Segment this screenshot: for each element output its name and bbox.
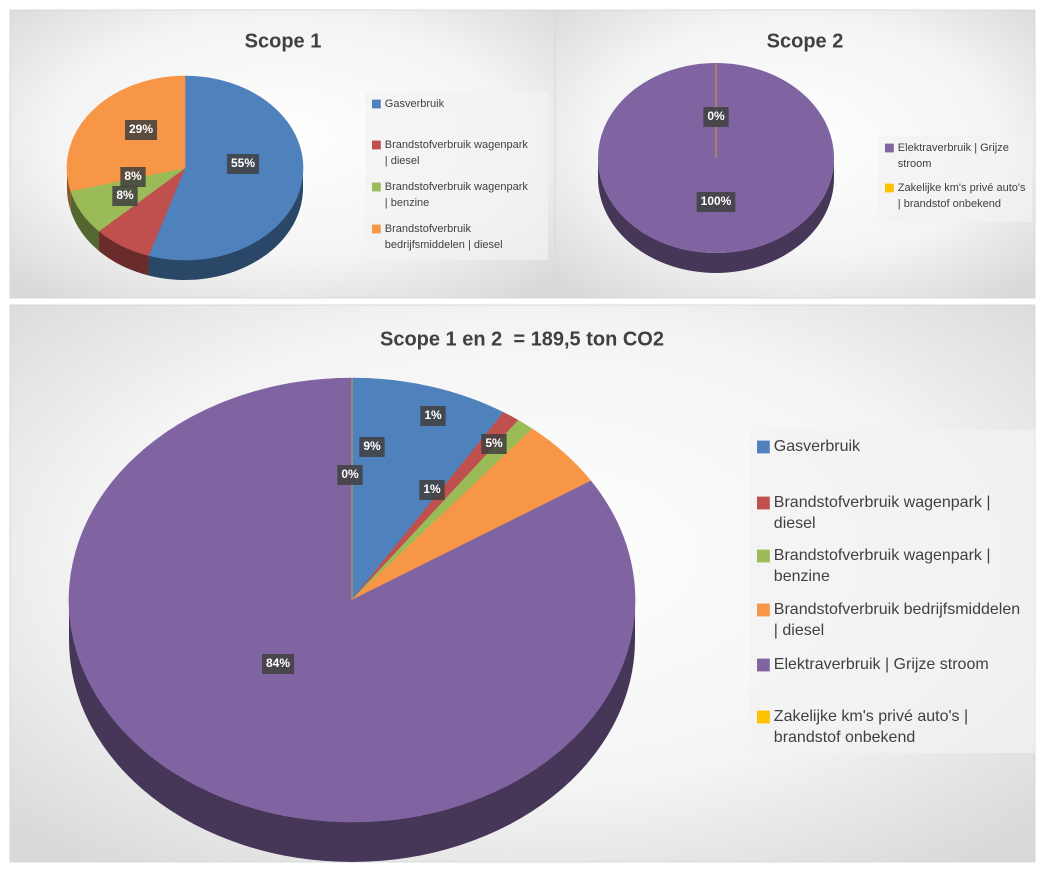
data-label-text: 8% [116,188,134,202]
slice-side [70,190,99,251]
data-label-box [419,480,445,500]
data-label-box [359,437,385,457]
legend-swatch [757,549,770,563]
data-label-text: 0% [341,467,359,481]
data-label: 0% [337,465,363,485]
legend-box [750,430,1035,753]
data-label-text: 0% [707,109,725,123]
legend-label: Elektraverbruik | Grijze stroom [774,656,989,673]
legend-swatch [757,440,770,454]
chart-title: Scope 2 [767,30,844,52]
slice-side [98,230,149,276]
legend-swatch [885,143,894,153]
chart-title: Scope 1 [245,30,322,52]
data-label-text: 5% [485,436,503,450]
data-label-box [120,167,146,187]
legend-swatch [885,183,894,193]
data-label: 100% [696,192,736,212]
data-label-box [696,192,736,212]
data-label: 55% [226,154,260,174]
legend-label: Zakelijke km's privé auto's | brandstof … [898,182,1029,210]
slice-side [69,600,635,862]
legend-swatch [757,603,770,617]
legend-box [365,92,548,260]
data-label-box [481,434,507,454]
data-label: 8% [112,186,138,206]
data-label: 0% [703,107,729,127]
legend-box [878,136,1032,222]
data-label: 5% [481,434,507,454]
data-label-box [226,154,260,174]
data-label: 84% [261,654,295,674]
data-label: 29% [124,120,158,140]
legend-label: Gasverbruik [385,98,445,110]
data-label: 1% [419,480,445,500]
data-label-box [124,120,158,140]
legend-swatch [372,99,381,109]
data-label-text: 8% [124,169,142,183]
chart-title: Scope 1 en 2 = 189,5 ton CO2 [380,328,664,350]
data-label-text: 100% [701,194,732,208]
data-label-text: 1% [424,408,442,422]
data-label-box [112,186,138,206]
legend-swatch [372,140,381,150]
slice-side [67,168,71,211]
legend-label: Gasverbruik [774,438,861,455]
data-label-text: 55% [231,156,255,170]
data-label-text: 29% [129,122,153,136]
data-label-box [703,107,729,127]
data-label-text: 9% [363,439,381,453]
legend-swatch [757,658,770,672]
data-label-text: 1% [423,482,441,496]
legend-label: Brandstofverbruik wagenpark | benzine [774,547,995,585]
data-label: 9% [359,437,385,457]
data-label: 8% [120,167,146,187]
legend-swatch [757,710,770,724]
data-label: 1% [420,406,446,426]
data-label-box [337,465,363,485]
data-label-box [420,406,446,426]
legend-swatch [372,224,381,234]
legend-label: Brandstofverbruik wagenpark | benzine [385,181,531,209]
legend-swatch [757,496,770,510]
data-label-box [261,654,295,674]
slice-side [148,168,303,280]
data-label-text: 84% [266,656,290,670]
slice-side [598,158,834,273]
legend-label: Brandstofverbruik wagenpark | diesel [774,494,995,532]
legend-label: Zakelijke km's privé auto's | brandstof … [774,708,973,746]
slice [148,75,304,261]
legend-label: Brandstofverbruik wagenpark | diesel [385,139,531,167]
legend-label: Elektraverbruik | Grijze stroom [898,142,1012,170]
legend-swatch [372,182,381,192]
legend-label: Brandstofverbruik bedrijfsmiddelen | die… [385,223,503,251]
legend-label: Brandstofverbruik bedrijfsmiddelen | die… [774,601,1025,639]
